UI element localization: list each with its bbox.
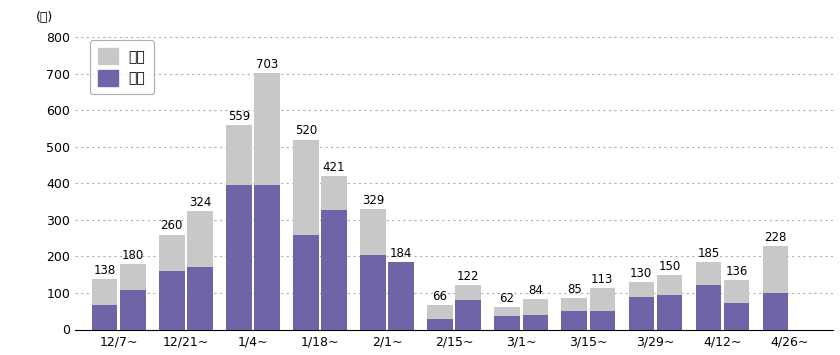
Bar (455, 285, 481, 300)
Bar (561, 311, 587, 329)
Bar (657, 295, 682, 329)
Bar (696, 285, 721, 329)
Bar (255, 73, 280, 185)
Bar (322, 176, 347, 210)
Bar (522, 299, 548, 315)
Text: 180: 180 (122, 248, 144, 262)
Bar (360, 209, 386, 255)
Text: 185: 185 (697, 247, 719, 260)
Bar (628, 297, 654, 329)
Bar (763, 293, 788, 329)
Bar (322, 210, 347, 329)
Text: 421: 421 (323, 160, 345, 174)
Bar (657, 275, 682, 295)
Bar (522, 315, 548, 329)
Text: 559: 559 (228, 110, 250, 123)
Bar (628, 282, 654, 297)
Text: 138: 138 (93, 264, 116, 277)
Bar (255, 185, 280, 329)
Bar (495, 316, 520, 329)
Bar (763, 246, 788, 293)
Legend: 不明, 判明: 不明, 判明 (90, 40, 154, 94)
Text: 113: 113 (591, 273, 613, 286)
Bar (360, 255, 386, 329)
Bar (226, 125, 252, 185)
Bar (428, 305, 453, 319)
Bar (388, 262, 414, 329)
Bar (590, 311, 615, 329)
Bar (187, 267, 213, 329)
Text: 184: 184 (390, 247, 412, 260)
Bar (495, 307, 520, 316)
Text: 324: 324 (189, 196, 211, 209)
Bar (187, 211, 213, 267)
Bar (120, 264, 145, 290)
Bar (428, 319, 453, 329)
Text: 703: 703 (256, 58, 278, 71)
Bar (724, 280, 749, 303)
Text: 66: 66 (433, 290, 448, 303)
Text: 329: 329 (362, 194, 384, 207)
Text: 62: 62 (500, 292, 515, 305)
Bar (159, 235, 185, 271)
Text: 136: 136 (725, 264, 748, 278)
Bar (590, 288, 615, 311)
Bar (92, 305, 118, 329)
Bar (92, 279, 118, 305)
Text: 85: 85 (567, 283, 581, 296)
Bar (293, 140, 318, 235)
Text: 122: 122 (457, 270, 480, 283)
Bar (120, 290, 145, 329)
Text: 228: 228 (764, 231, 786, 244)
Bar (455, 300, 481, 329)
Bar (293, 235, 318, 329)
Bar (696, 262, 721, 285)
Text: 130: 130 (630, 267, 653, 280)
Y-axis label: (人): (人) (36, 11, 54, 24)
Bar (724, 303, 749, 329)
Text: 520: 520 (295, 124, 317, 137)
Text: 150: 150 (659, 260, 680, 273)
Bar (226, 185, 252, 329)
Bar (159, 271, 185, 329)
Bar (561, 299, 587, 311)
Text: 260: 260 (160, 219, 183, 233)
Text: 84: 84 (528, 284, 543, 297)
